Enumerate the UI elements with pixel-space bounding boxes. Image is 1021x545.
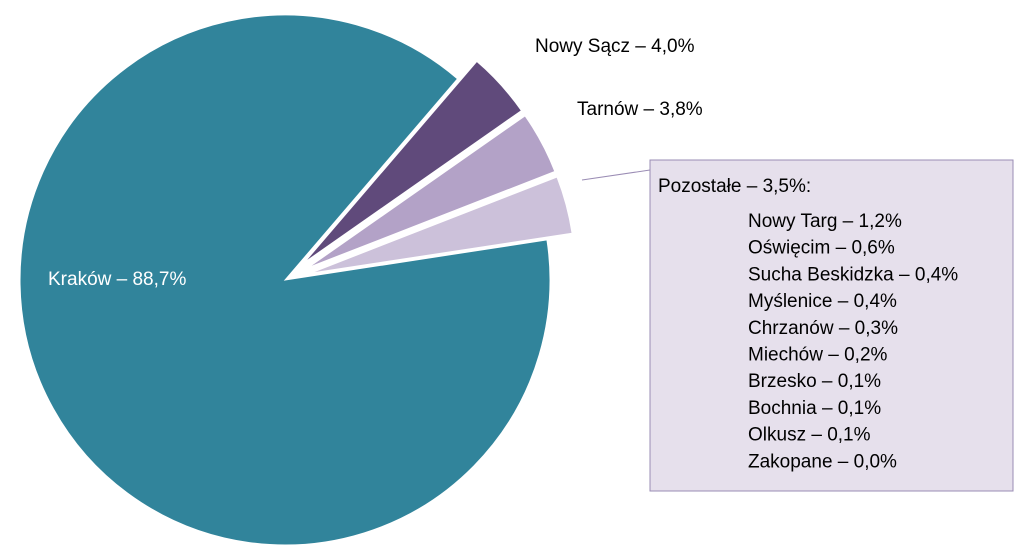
slice-label: Tarnów – 3,8%: [577, 99, 703, 120]
pie-slice: [303, 60, 523, 263]
breakdown-item: Nowy Targ – 1,2%: [748, 211, 902, 232]
breakdown-item: Zakopane – 0,0%: [748, 451, 897, 472]
slice-label: Pozostałe – 3,5%:: [658, 176, 811, 197]
breakdown-item: Olkusz – 0,1%: [748, 425, 871, 446]
pie-slice: [309, 176, 573, 274]
pie-slice: [307, 115, 556, 269]
slice-label: Nowy Sącz – 4,0%: [535, 36, 695, 57]
breakdown-item: Brzesko – 0,1%: [748, 371, 881, 392]
slice-label: Kraków – 88,7%: [48, 269, 186, 290]
breakdown-item: Sucha Beskidzka – 0,4%: [748, 264, 958, 285]
breakdown-box: [649, 159, 1014, 492]
breakdown-item: Myślenice – 0,4%: [748, 291, 897, 312]
leader-line: [581, 169, 651, 181]
breakdown-item: Chrzanów – 0,3%: [748, 318, 898, 339]
breakdown-item: Bochnia – 0,1%: [748, 398, 881, 419]
breakdown-item: Miechów – 0,2%: [748, 345, 888, 366]
pie-slice: [19, 14, 551, 545]
breakdown-item: Oświęcim – 0,6%: [748, 238, 895, 259]
